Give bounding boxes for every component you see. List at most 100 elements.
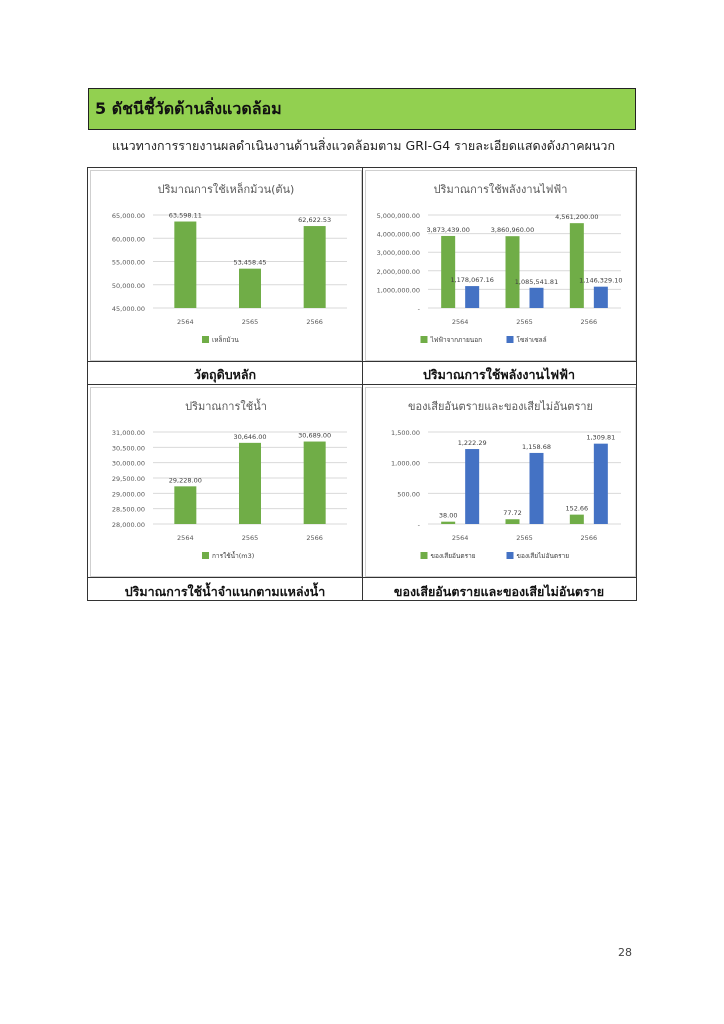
y-tick-label: 29,500.00 <box>112 475 145 483</box>
x-tick-label: 2566 <box>306 318 323 326</box>
y-tick-label: 30,000.00 <box>112 460 145 468</box>
y-tick-label: 31,000.00 <box>112 429 145 437</box>
y-tick-label: 500.00 <box>397 490 420 498</box>
bar <box>593 286 608 308</box>
chart-electricity-svg: ปริมาณการใช้พลังงานไฟฟ้า - 1,000,000.00 2,0… <box>377 183 623 344</box>
y-tick-label: 29,000.00 <box>112 490 145 498</box>
bar <box>505 236 520 308</box>
bar <box>569 223 584 308</box>
x-tick-label: 2564 <box>452 318 469 326</box>
y-tick-label: 55,000.00 <box>112 259 145 267</box>
y-tick-label: 3,000,000.00 <box>377 249 420 257</box>
table-divider-2 <box>88 384 636 385</box>
bar <box>529 287 544 308</box>
bar <box>239 268 261 308</box>
data-label: 1,146,329.10 <box>579 277 622 285</box>
chart-title: ปริมาณการใช้พลังงานไฟฟ้า <box>434 183 568 196</box>
legend-label: การใช้น้ำ(m3) <box>212 551 254 560</box>
data-label: 1,222.29 <box>458 439 487 447</box>
chart-title: ปริมาณการใช้เหล็กม้วน(ตัน) <box>158 182 295 196</box>
y-tick-label: 60,000.00 <box>112 235 145 243</box>
x-tick-label: 2564 <box>452 534 469 542</box>
x-tick-label: 2564 <box>177 318 194 326</box>
chart-title: ปริมาณการใช้น้ำ <box>185 398 267 413</box>
legend-swatch <box>506 552 514 559</box>
chart-steel-svg: ปริมาณการใช้เหล็กม้วน(ตัน) 45,000.00 50,00… <box>112 182 347 344</box>
data-label: 30,646.00 <box>233 433 266 441</box>
y-tick-label: 1,500.00 <box>391 429 420 437</box>
bar <box>465 449 480 524</box>
data-label: 1,309.81 <box>586 434 615 442</box>
x-tick-label: 2564 <box>177 534 194 542</box>
chart-steel: ปริมาณการใช้เหล็กม้วน(ตัน) 45,000.00 50,00… <box>90 170 362 361</box>
data-label: 3,873,439.00 <box>426 226 469 234</box>
legend-label: ไฟฟ้าจากภายนอก <box>430 336 483 344</box>
bar <box>441 521 456 524</box>
bar <box>465 286 480 308</box>
legend-swatch <box>202 336 209 343</box>
bar <box>593 443 608 524</box>
bar <box>505 519 520 524</box>
bar <box>303 441 326 524</box>
legend-swatch <box>420 336 428 343</box>
y-tick-label: 30,500.00 <box>112 444 145 452</box>
x-tick-label: 2565 <box>516 534 533 542</box>
y-tick-label: 28,000.00 <box>112 521 145 529</box>
x-tick-label: 2565 <box>516 318 533 326</box>
x-tick-label: 2566 <box>581 318 598 326</box>
y-tick-label: - <box>418 305 421 313</box>
bar <box>303 226 326 308</box>
legend-label: โซล่าเซลล์ <box>517 336 547 344</box>
y-tick-label: 50,000.00 <box>112 282 145 290</box>
x-tick-label: 2566 <box>306 534 323 542</box>
y-tick-label: 45,000.00 <box>112 305 145 313</box>
section-header: 5 ดัชนีชี้วัดด้านสิ่งแวดล้อม <box>88 88 636 130</box>
data-label: 77.72 <box>503 509 522 517</box>
x-tick-label: 2565 <box>242 534 259 542</box>
charts-table: ปริมาณการใช้เหล็กม้วน(ตัน) 45,000.00 50,00… <box>87 167 637 601</box>
data-label: 29,228.00 <box>169 476 202 484</box>
y-tick-label: 2,000,000.00 <box>377 268 420 276</box>
chart-waste-svg: ของเสียอันตรายและของเสียไม่อันตราย - 500.0… <box>391 400 621 560</box>
y-tick-label: 5,000,000.00 <box>377 212 420 220</box>
bar <box>529 452 544 524</box>
y-tick-label: 28,500.00 <box>112 506 145 514</box>
legend-swatch <box>506 336 514 343</box>
table-divider-3 <box>88 577 636 578</box>
caption-raw-material: วัตถุดิบหลัก <box>193 367 257 382</box>
caption-waste: ของเสียอันตรายและของเสียไม่อันตราย <box>393 584 605 599</box>
legend-swatch <box>202 552 209 559</box>
bar <box>174 221 197 308</box>
data-label: 1,158.68 <box>522 443 551 451</box>
x-tick-label: 2566 <box>581 534 598 542</box>
data-label: 62,622.53 <box>298 216 331 224</box>
chart-title: ของเสียอันตรายและของเสียไม่อันตราย <box>408 400 593 413</box>
y-tick-label: 1,000.00 <box>391 460 420 468</box>
bar <box>174 486 197 524</box>
data-label: 152.66 <box>565 505 588 513</box>
data-label: 38.00 <box>439 512 458 520</box>
legend-label: ของเสียอันตราย <box>431 552 476 560</box>
data-label: 3,860,960.00 <box>491 226 534 234</box>
section-title: 5 ดัชนีชี้วัดด้านสิ่งแวดล้อม <box>95 98 282 118</box>
table-divider-1 <box>88 361 636 362</box>
chart-electricity: ปริมาณการใช้พลังงานไฟฟ้า - 1,000,000.00 2,0… <box>365 170 636 361</box>
chart-waste: ของเสียอันตรายและของเสียไม่อันตราย - 500.0… <box>365 387 636 577</box>
data-label: 1,178,067.16 <box>450 276 493 284</box>
bar <box>239 442 261 524</box>
chart-water-svg: ปริมาณการใช้น้ำ 28,000.00 28,500.00 29,000.… <box>112 398 347 560</box>
y-tick-label: 65,000.00 <box>112 212 145 220</box>
legend-swatch <box>420 552 428 559</box>
bar <box>569 514 584 524</box>
legend-label: ของเสียไม่อันตราย <box>517 552 570 560</box>
data-label: 53,458.45 <box>233 259 266 267</box>
y-tick-label: 1,000,000.00 <box>377 286 420 294</box>
x-tick-label: 2565 <box>242 318 259 326</box>
page-number: 28 <box>618 946 632 959</box>
legend-label: เหล็กม้วน <box>212 335 239 344</box>
data-label: 4,561,200.00 <box>555 213 598 221</box>
caption-electricity: ปริมาณการใช้พลังงานไฟฟ้า <box>422 367 576 382</box>
y-tick-label: 4,000,000.00 <box>377 231 420 239</box>
caption-water: ปริมาณการใช้น้ำจำแนกตามแหล่งน้ำ <box>124 584 326 599</box>
data-label: 63,598.11 <box>169 212 202 220</box>
